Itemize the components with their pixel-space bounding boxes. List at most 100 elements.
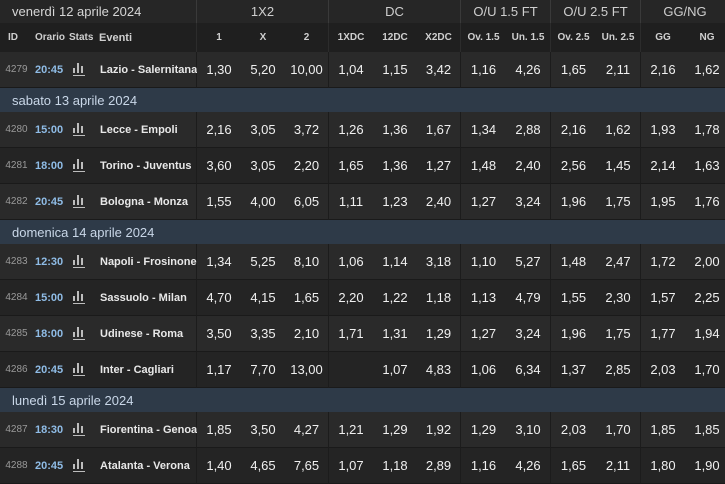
odds-cell[interactable]: 7,70 [241, 352, 285, 388]
odds-cell[interactable]: 1,93 [641, 112, 685, 148]
odds-cell[interactable]: 1,18 [417, 280, 461, 316]
odds-cell[interactable]: 1,75 [596, 316, 641, 352]
odds-cell[interactable]: 1,18 [373, 448, 417, 484]
odds-cell[interactable]: 1,36 [373, 148, 417, 184]
odds-cell[interactable]: 2,10 [285, 316, 329, 352]
odds-cell[interactable]: 1,34 [197, 244, 241, 280]
odds-cell[interactable]: 1,15 [373, 52, 417, 88]
odds-cell[interactable]: 1,57 [641, 280, 685, 316]
odds-cell[interactable]: 13,00 [285, 352, 329, 388]
odds-cell[interactable]: 1,21 [329, 412, 373, 448]
odds-cell[interactable]: 1,70 [596, 412, 641, 448]
odds-cell[interactable]: 3,50 [197, 316, 241, 352]
odds-cell[interactable]: 1,65 [285, 280, 329, 316]
odds-cell[interactable]: 1,85 [641, 412, 685, 448]
odds-cell[interactable]: 3,24 [506, 184, 551, 220]
odds-cell[interactable]: 4,15 [241, 280, 285, 316]
odds-cell[interactable]: 2,47 [596, 244, 641, 280]
odds-cell[interactable]: 1,62 [596, 112, 641, 148]
odds-cell[interactable]: 1,16 [461, 52, 506, 88]
odds-cell[interactable]: 4,00 [241, 184, 285, 220]
odds-cell[interactable]: 2,00 [685, 244, 725, 280]
odds-cell[interactable]: 2,40 [506, 148, 551, 184]
odds-cell[interactable]: 1,26 [329, 112, 373, 148]
match-event[interactable]: Udinese - Roma [97, 316, 197, 352]
odds-cell[interactable]: 1,17 [197, 352, 241, 388]
odds-cell[interactable]: 1,62 [685, 52, 725, 88]
col-un15[interactable]: Un. 1.5 [506, 23, 551, 52]
odds-cell[interactable]: 1,14 [373, 244, 417, 280]
odds-cell[interactable]: 6,05 [285, 184, 329, 220]
odds-cell[interactable]: 2,20 [329, 280, 373, 316]
match-event[interactable]: Sassuolo - Milan [97, 280, 197, 316]
stats-button[interactable] [67, 184, 97, 220]
odds-cell[interactable]: 4,27 [285, 412, 329, 448]
col-orario[interactable]: Orario [33, 23, 67, 52]
odds-cell[interactable]: 1,29 [461, 412, 506, 448]
match-event[interactable]: Torino - Juventus [97, 148, 197, 184]
odds-cell[interactable]: 2,25 [685, 280, 725, 316]
stats-button[interactable] [67, 280, 97, 316]
col-2[interactable]: 2 [285, 23, 329, 52]
odds-cell[interactable]: 3,24 [506, 316, 551, 352]
odds-cell[interactable]: 1,76 [685, 184, 725, 220]
odds-cell[interactable]: 3,42 [417, 52, 461, 88]
odds-cell[interactable]: 2,16 [641, 52, 685, 88]
odds-cell[interactable]: 1,07 [373, 352, 417, 388]
col-stats[interactable]: Stats [67, 23, 97, 52]
odds-cell[interactable]: 1,72 [641, 244, 685, 280]
odds-cell[interactable]: 1,13 [461, 280, 506, 316]
odds-cell[interactable]: 2,03 [641, 352, 685, 388]
odds-cell[interactable]: 1,04 [329, 52, 373, 88]
odds-cell[interactable]: 1,80 [641, 448, 685, 484]
odds-cell[interactable]: 5,25 [241, 244, 285, 280]
odds-cell[interactable]: 3,18 [417, 244, 461, 280]
odds-cell[interactable]: 3,60 [197, 148, 241, 184]
odds-cell[interactable]: 3,50 [241, 412, 285, 448]
odds-cell[interactable]: 1,55 [551, 280, 596, 316]
col-id[interactable]: ID [0, 23, 33, 52]
odds-cell[interactable]: 1,45 [596, 148, 641, 184]
stats-button[interactable] [67, 148, 97, 184]
odds-cell[interactable]: 1,65 [329, 148, 373, 184]
odds-cell[interactable]: 1,27 [461, 316, 506, 352]
stats-button[interactable] [67, 244, 97, 280]
odds-cell[interactable]: 1,75 [596, 184, 641, 220]
col-gg[interactable]: GG [641, 23, 685, 52]
odds-cell[interactable]: 6,34 [506, 352, 551, 388]
col-x2dc[interactable]: X2DC [417, 23, 461, 52]
odds-cell[interactable]: 2,16 [551, 112, 596, 148]
stats-button[interactable] [67, 316, 97, 352]
odds-cell[interactable]: 1,27 [417, 148, 461, 184]
col-ov25[interactable]: Ov. 2.5 [551, 23, 596, 52]
odds-cell[interactable]: 1,85 [685, 412, 725, 448]
match-event[interactable]: Lazio - Salernitana [97, 52, 197, 88]
odds-cell[interactable]: 4,83 [417, 352, 461, 388]
odds-cell[interactable]: 1,06 [329, 244, 373, 280]
odds-cell[interactable]: 1,67 [417, 112, 461, 148]
odds-cell[interactable]: 7,65 [285, 448, 329, 484]
odds-cell[interactable]: 1,11 [329, 184, 373, 220]
odds-cell[interactable]: 8,10 [285, 244, 329, 280]
col-x[interactable]: X [241, 23, 285, 52]
stats-button[interactable] [67, 412, 97, 448]
odds-cell[interactable]: 4,26 [506, 448, 551, 484]
odds-cell[interactable]: 2,20 [285, 148, 329, 184]
odds-cell[interactable]: 1,40 [197, 448, 241, 484]
odds-cell[interactable]: 1,22 [373, 280, 417, 316]
stats-button[interactable] [67, 52, 97, 88]
odds-cell[interactable]: 2,03 [551, 412, 596, 448]
match-event[interactable]: Inter - Cagliari [97, 352, 197, 388]
odds-cell[interactable]: 2,11 [596, 448, 641, 484]
odds-cell[interactable]: 2,88 [506, 112, 551, 148]
col-1[interactable]: 1 [197, 23, 241, 52]
odds-cell[interactable]: 3,35 [241, 316, 285, 352]
match-event[interactable]: Lecce - Empoli [97, 112, 197, 148]
odds-cell[interactable]: 1,37 [551, 352, 596, 388]
odds-cell[interactable]: 3,05 [241, 112, 285, 148]
odds-cell[interactable]: 1,34 [461, 112, 506, 148]
odds-cell[interactable]: 1,85 [197, 412, 241, 448]
col-un25[interactable]: Un. 2.5 [596, 23, 641, 52]
odds-cell[interactable]: 1,29 [417, 316, 461, 352]
odds-cell[interactable]: 1,30 [197, 52, 241, 88]
